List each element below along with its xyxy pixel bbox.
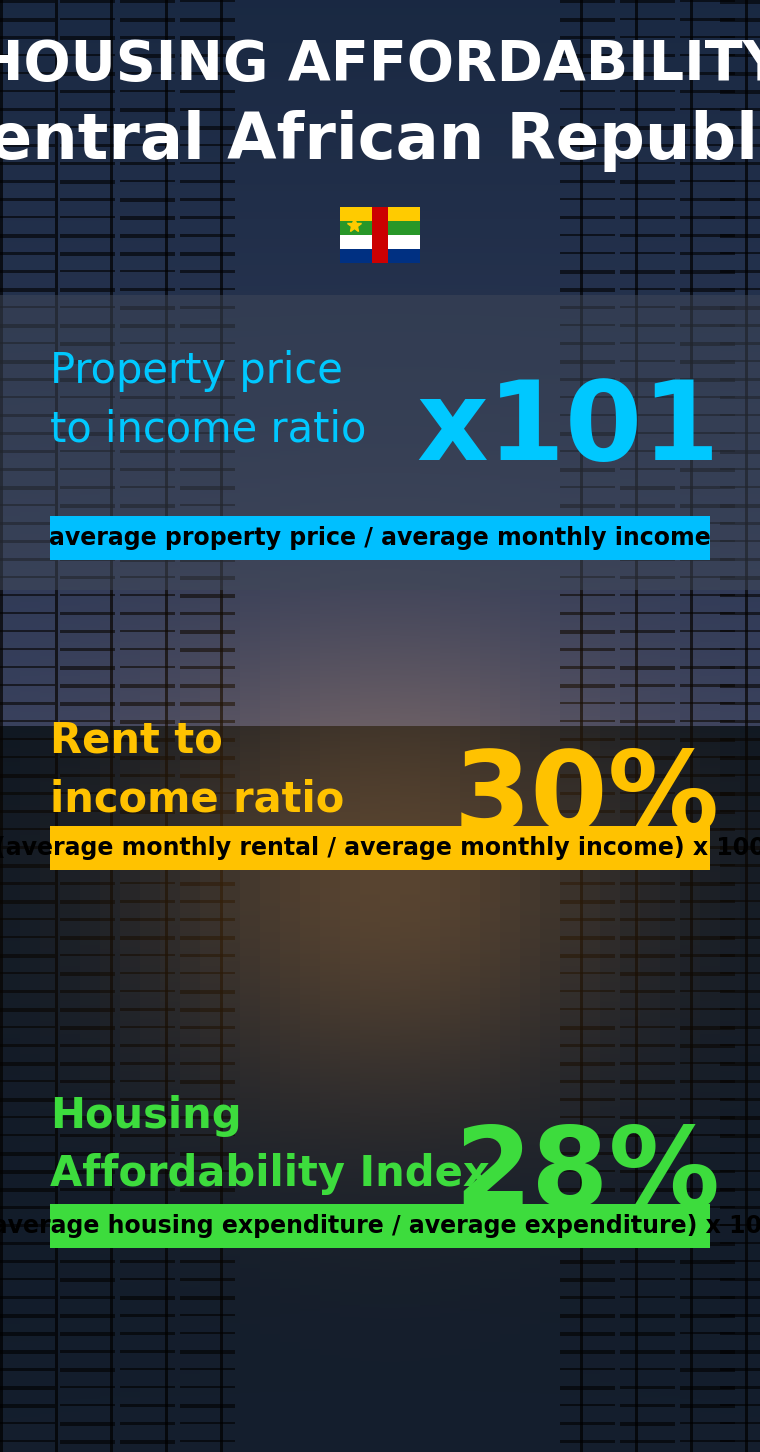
FancyBboxPatch shape [50,826,710,870]
Text: 30%: 30% [454,746,720,854]
FancyBboxPatch shape [340,208,420,221]
Text: 28%: 28% [454,1121,720,1228]
FancyBboxPatch shape [0,295,760,590]
Text: average property price / average monthly income: average property price / average monthly… [49,526,711,550]
FancyBboxPatch shape [50,1204,710,1249]
Text: Central African Republic: Central African Republic [0,110,760,171]
FancyBboxPatch shape [50,515,710,560]
Text: (average monthly rental / average monthly income) x 100: (average monthly rental / average monthl… [0,836,760,860]
Text: HOUSING AFFORDABILITY: HOUSING AFFORDABILITY [0,38,760,91]
FancyBboxPatch shape [340,235,420,248]
FancyBboxPatch shape [372,208,388,263]
Text: Rent to
income ratio: Rent to income ratio [50,720,344,820]
Text: Housing
Affordability Index: Housing Affordability Index [50,1095,489,1195]
FancyBboxPatch shape [340,221,420,235]
Text: (average housing expenditure / average expenditure) x 100: (average housing expenditure / average e… [0,1214,760,1239]
Text: Property price
to income ratio: Property price to income ratio [50,350,366,450]
FancyBboxPatch shape [340,248,420,263]
Text: x101: x101 [416,376,720,484]
